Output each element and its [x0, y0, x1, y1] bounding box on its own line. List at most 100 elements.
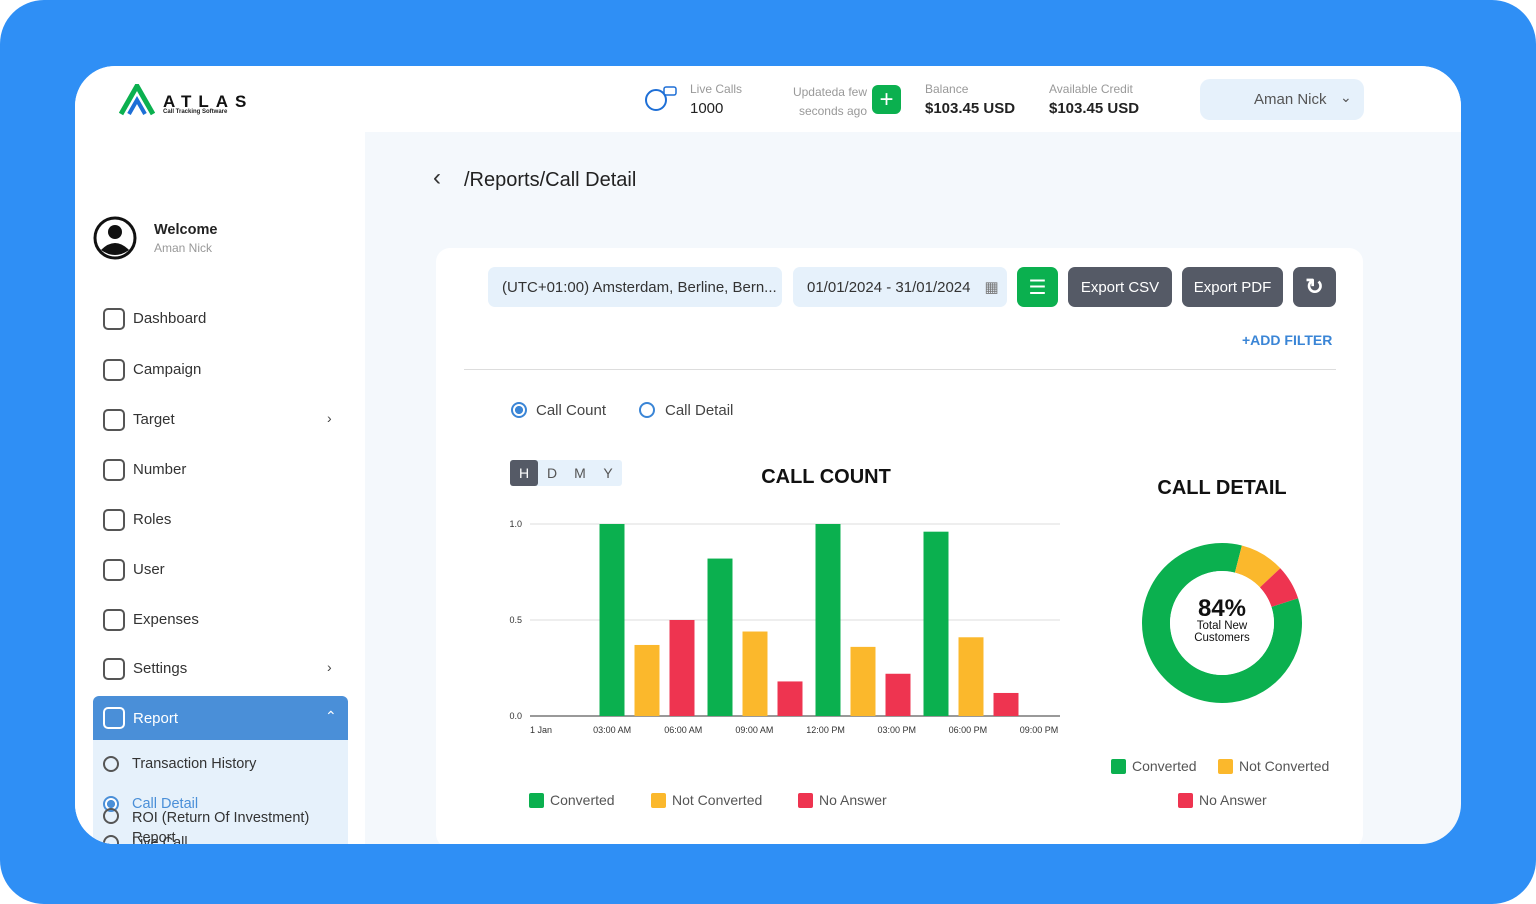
- donut-segment: [1142, 543, 1302, 703]
- menu-icon: [103, 707, 125, 729]
- credit-value: $103.45 USD: [1049, 100, 1140, 117]
- legend-label: Converted: [550, 792, 615, 808]
- logo-mark: [119, 84, 155, 116]
- bar: [707, 558, 733, 716]
- center-value: 84%: [1198, 595, 1246, 622]
- menu-icon: [103, 459, 125, 481]
- menu-item[interactable]: Roles: [133, 511, 172, 528]
- period-tab[interactable]: Y: [603, 465, 613, 481]
- center-caption-box: Total New Customers: [1194, 620, 1250, 644]
- legend-swatch: [529, 793, 544, 808]
- bar: [885, 673, 911, 716]
- refresh-button[interactable]: ↻: [1293, 267, 1336, 307]
- menu-item: Report: [133, 710, 179, 727]
- submenu-item[interactable]: Transaction History: [132, 756, 257, 772]
- period-tab[interactable]: H: [510, 460, 538, 486]
- timezone-select[interactable]: (UTC+01:00) Amsterdam, Berline, Bern...: [488, 267, 782, 307]
- bar: [815, 524, 841, 716]
- x-tick-label: 09:00 PM: [1020, 725, 1059, 735]
- bar: [634, 644, 660, 716]
- back-arrow[interactable]: ‹: [433, 164, 441, 191]
- balance-value: $103.45 USD: [925, 100, 1016, 117]
- credit-label: Available Credit: [1049, 82, 1133, 96]
- menu-icon: [103, 609, 125, 631]
- bar: [777, 681, 803, 716]
- view-label: Call Count: [536, 402, 607, 419]
- view-radio[interactable]: [639, 402, 655, 418]
- logo-text: ATLAS: [163, 92, 254, 111]
- live-calls-label: Live Calls: [690, 82, 743, 96]
- chart-title: CALL COUNT: [761, 466, 891, 488]
- filter-button[interactable]: ☰: [1017, 267, 1058, 307]
- submenu-item[interactable]: Call Detail: [132, 796, 199, 812]
- menu-item[interactable]: Dashboard: [133, 310, 207, 327]
- live-calls-icon: [645, 86, 677, 111]
- submenu-radio: [103, 835, 119, 844]
- x-tick-label: 03:00 PM: [877, 725, 916, 735]
- bar: [742, 631, 768, 716]
- chevron: ›: [327, 659, 332, 675]
- dropdown-chevron: ⌄: [1340, 89, 1352, 105]
- submenu-radio: [103, 808, 119, 824]
- menu-icon: [103, 509, 125, 531]
- x-tick-label: 12:00 PM: [806, 725, 845, 735]
- updated-text: Updateda few seconds ago: [792, 85, 867, 118]
- period-tab[interactable]: M: [574, 465, 586, 481]
- bar: [923, 531, 949, 716]
- menu-icon: [103, 308, 125, 330]
- center-caption: Total New Customers: [1194, 620, 1250, 644]
- menu-icon: [103, 658, 125, 680]
- menu-icon: [103, 409, 125, 431]
- legend-label: Not Converted: [672, 792, 762, 808]
- submenu-radio: [103, 756, 119, 772]
- breadcrumb: /Reports/Call Detail: [464, 169, 637, 191]
- submenu-item[interactable]: ROI (Return Of Investment) Report: [132, 810, 310, 844]
- add-filter[interactable]: +ADD FILTER: [1242, 332, 1333, 348]
- period-tab[interactable]: D: [546, 465, 558, 481]
- live-calls-value: 1000: [690, 100, 724, 117]
- bar: [599, 524, 625, 716]
- avatar: [93, 216, 137, 260]
- bar: [850, 646, 876, 716]
- menu-item[interactable]: Expenses: [133, 611, 199, 628]
- x-tick-label: 06:00 AM: [664, 725, 702, 735]
- legend-swatch: [1111, 759, 1126, 774]
- donut-segment: [1259, 568, 1299, 608]
- x-tick-label: 09:00 AM: [735, 725, 773, 735]
- balance-label: Balance: [925, 82, 969, 96]
- top-bar: ATLAS Call Tracking Software Live Calls …: [75, 66, 1461, 132]
- menu-item[interactable]: User: [133, 561, 165, 578]
- export-csv-button[interactable]: Export CSV: [1068, 267, 1172, 307]
- view-label: Call Detail: [665, 402, 734, 419]
- legend-swatch: [651, 793, 666, 808]
- export-pdf-button[interactable]: Export PDF: [1182, 267, 1283, 307]
- menu-item[interactable]: Target: [133, 411, 175, 428]
- bar: [993, 692, 1019, 716]
- x-tick-label: 1 Jan: [530, 725, 552, 735]
- date-range[interactable]: 01/01/2024 - 31/01/2024 ▦: [793, 267, 1007, 307]
- user-dropdown[interactable]: Aman Nick ⌄: [1200, 79, 1364, 120]
- bar: [958, 637, 984, 716]
- menu-item[interactable]: Campaign: [133, 361, 202, 378]
- calendar-icon: ▦: [984, 279, 999, 296]
- active-menu[interactable]: Report ⌃: [93, 696, 348, 740]
- view-radio[interactable]: [511, 402, 527, 418]
- chevron: ›: [327, 410, 332, 426]
- y-tick-label: 1.0: [509, 519, 522, 529]
- legend-swatch: [798, 793, 813, 808]
- menu-item[interactable]: Settings: [133, 660, 188, 677]
- chevron: ⌃: [325, 708, 337, 724]
- submenu: [93, 740, 348, 844]
- submenu-item[interactable]: Live Call: [132, 835, 188, 844]
- menu-item[interactable]: Number: [133, 461, 187, 478]
- logo-tagline: Call Tracking Software: [163, 109, 228, 115]
- legend-label: No Answer: [1199, 792, 1267, 808]
- menu-icon: [103, 359, 125, 381]
- app-window: ATLAS Call Tracking Software Live Calls …: [75, 66, 1461, 844]
- welcome-name: Aman Nick: [154, 241, 213, 255]
- add-funds-button[interactable]: +: [872, 85, 901, 114]
- welcome: Welcome: [154, 222, 218, 238]
- legend-swatch: [1218, 759, 1233, 774]
